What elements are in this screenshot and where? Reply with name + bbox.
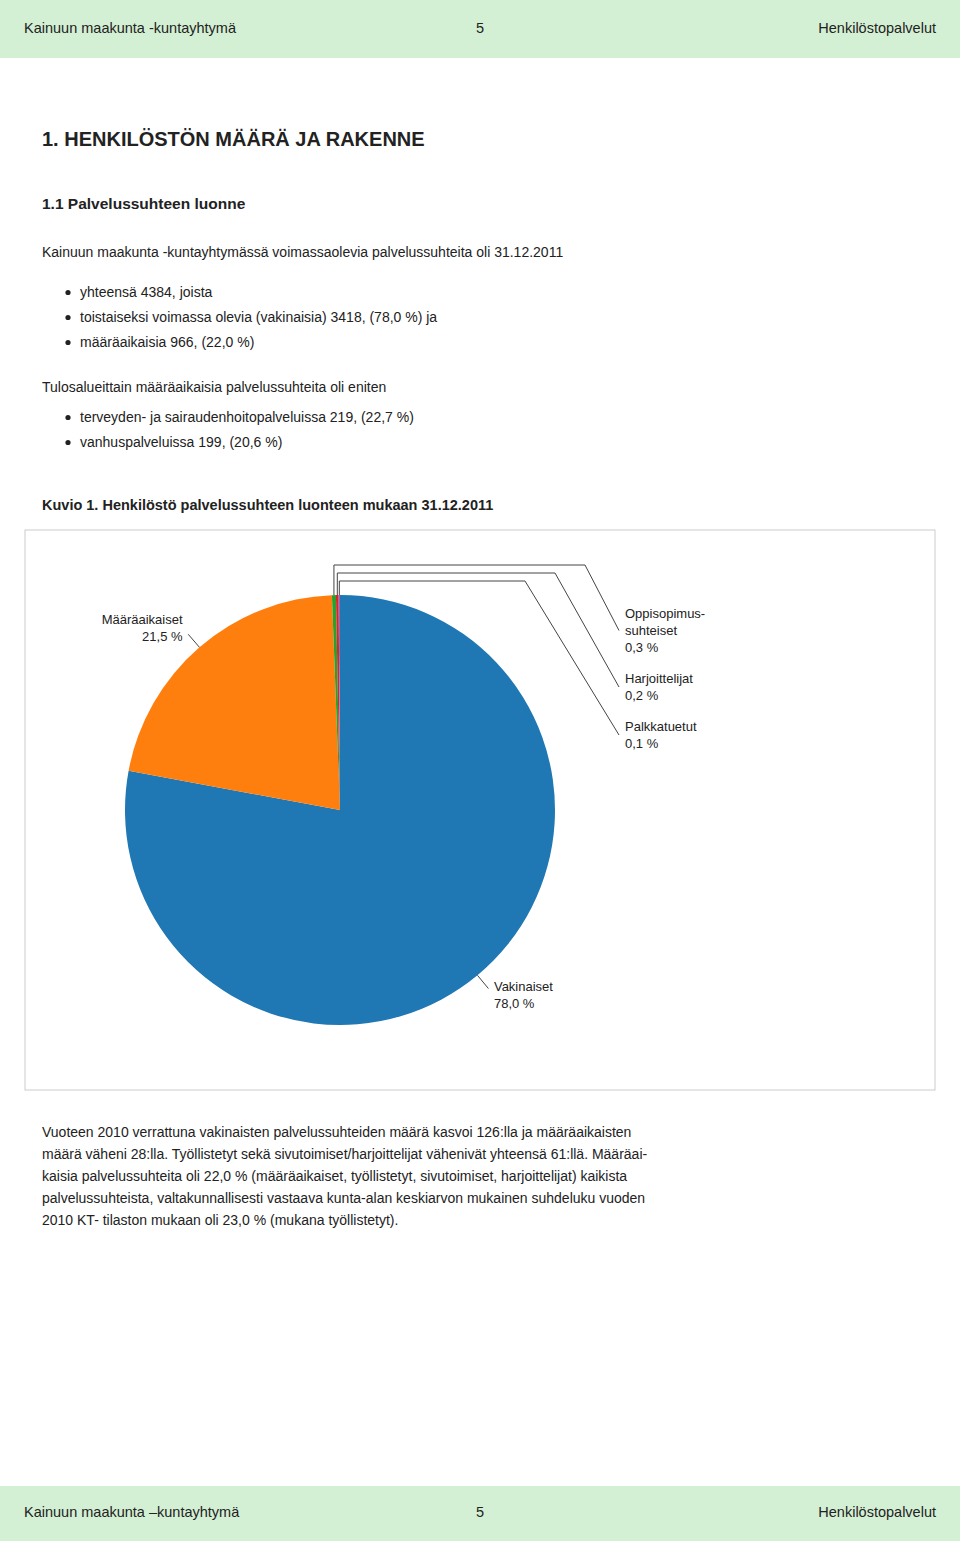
data-label: 0,3 % — [625, 640, 659, 655]
pie-slice — [129, 595, 340, 810]
body-text: määrä väheni 28:lla. Työllistetyt sekä s… — [42, 1146, 647, 1162]
body-text: Kainuun maakunta -kuntayhtymässä voimass… — [42, 244, 563, 260]
header: Kainuun maakunta -kuntayhtymä 5 Henkilösto… — [0, 0, 960, 58]
pie-slice — [339, 595, 340, 810]
page-number: 5 — [476, 1504, 484, 1520]
section-title: 1. HENKILÖSTÖN MÄÄRÄ JA RAKENNE — [42, 128, 425, 150]
chart-frame — [25, 530, 935, 1090]
slice-label: Oppisopimus-suhteiset — [625, 606, 705, 638]
page: Kainuun maakunta -kuntayhtymä 5 Henkilösto… — [0, 0, 960, 1541]
bullet-text: yhteensä 4384, joista — [80, 284, 213, 300]
data-label: 21,5 % — [142, 629, 183, 644]
header-band — [0, 0, 960, 58]
slice-label-line: Vakinaiset — [494, 979, 553, 994]
subsection-title: 1.1 Palvelussuhteen luonne — [42, 195, 246, 212]
data-label: 0,1 % — [625, 736, 659, 751]
body-text: kaisia palvelussuhteita oli 22,0 % (määr… — [42, 1168, 627, 1184]
bullet-text: määräaikaisia 966, (22,0 %) — [80, 334, 254, 350]
chart-title: Kuvio 1. Henkilöstö palvelussuhteen luon… — [42, 497, 493, 513]
slice-label: Harjoittelijat — [625, 671, 693, 686]
slice-label-line: Määräaikaiset — [102, 612, 183, 627]
page-number: 5 — [476, 20, 484, 36]
body-text: Vuoteen 2010 verrattuna vakinaisten palv… — [42, 1124, 631, 1140]
pie-slice — [336, 595, 340, 810]
bullet — [65, 315, 70, 320]
header-text: Kainuun maakunta -kuntayhtymä — [24, 20, 237, 36]
bullet — [65, 440, 70, 445]
footer-text: Henkilöstopalvelut — [818, 1504, 936, 1520]
pie-slice — [332, 595, 340, 810]
footer: Kainuun maakunta –kuntayhtymä 5 Henkilösto… — [0, 1486, 960, 1541]
bullet-text: toistaiseksi voimassa olevia (vakinaisia… — [80, 309, 437, 325]
data-labels: Vakinaiset 78,0 % Määräaikaiset 21,5 % Oppis… — [102, 565, 706, 1011]
bullet — [65, 415, 70, 420]
slice-label-line: Harjoittelijat — [625, 671, 693, 686]
slice-label: Vakinaiset — [494, 979, 553, 994]
body-text: Tulosalueittain määräaikaisia palvelussu… — [42, 379, 386, 395]
body-text: palvelussuhteista, valtakunnallisesti va… — [42, 1190, 645, 1206]
chart: Kuvio 1. Henkilöstö palvelussuhteen luon… — [25, 497, 935, 1090]
pie — [125, 595, 555, 1025]
slice-label-line: Palkkatuetut — [625, 719, 697, 734]
pie-slice — [125, 595, 555, 1025]
leader-line — [337, 573, 619, 687]
slice-label: Määräaikaiset — [102, 612, 183, 627]
data-label: 78,0 % — [494, 996, 535, 1011]
footer-band — [0, 1486, 960, 1541]
slice-label: Palkkatuetut — [625, 719, 697, 734]
leader-line — [334, 565, 619, 631]
leader-line — [477, 975, 488, 988]
data-label: 0,2 % — [625, 688, 659, 703]
bullet — [65, 340, 70, 345]
slice-label-line: suhteiset — [625, 623, 677, 638]
header-text: Henkilöstopalvelut — [818, 20, 936, 36]
slice-label-line: Oppisopimus- — [625, 606, 705, 621]
footer-text: Kainuun maakunta –kuntayhtymä — [24, 1504, 240, 1520]
bullet — [65, 290, 70, 295]
bullet-text: terveyden- ja sairaudenhoitopalveluissa … — [80, 409, 414, 425]
leader-line — [339, 581, 619, 735]
body-text: 2010 KT- tilaston mukaan oli 23,0 % (muk… — [42, 1212, 398, 1228]
leader-line — [188, 634, 199, 647]
bullet-text: vanhuspalveluissa 199, (20,6 %) — [80, 434, 282, 450]
